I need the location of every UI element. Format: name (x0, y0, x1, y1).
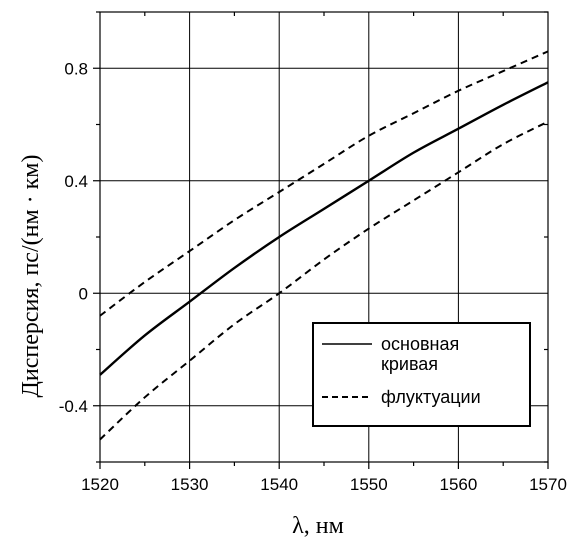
y-tick-label: 0.8 (64, 59, 88, 78)
lower-fluctuation-line (99, 120, 549, 441)
y-tick-label: 0.4 (64, 172, 88, 191)
x-tick-labels: 1520 1530 1540 1550 1560 1570 (81, 475, 567, 494)
x-tick-label: 1560 (439, 475, 477, 494)
x-tick-label: 1530 (171, 475, 209, 494)
legend: основная кривая флуктуации (312, 322, 531, 427)
y-tick-label: 0 (79, 284, 88, 303)
legend-entry-main-line2: кривая (381, 354, 438, 374)
upper-fluctuation-line (99, 50, 549, 317)
y-axis-label: Дисперсия, пс/(нм · км) (18, 155, 44, 398)
legend-box (312, 322, 531, 427)
x-tick-label: 1520 (81, 475, 119, 494)
legend-entry-fluct: флуктуации (381, 387, 481, 407)
x-tick-label: 1540 (260, 475, 298, 494)
x-tick-label: 1570 (529, 475, 567, 494)
ticks (93, 11, 549, 469)
main-curve-line (99, 81, 549, 376)
y-tick-labels: -0.4 0 0.4 0.8 (59, 59, 88, 416)
y-tick-label: -0.4 (59, 397, 88, 416)
x-axis-label: λ, нм (292, 513, 344, 539)
legend-entry-main-line1: основная (381, 334, 459, 354)
x-tick-label: 1550 (350, 475, 388, 494)
series-group (99, 50, 549, 441)
